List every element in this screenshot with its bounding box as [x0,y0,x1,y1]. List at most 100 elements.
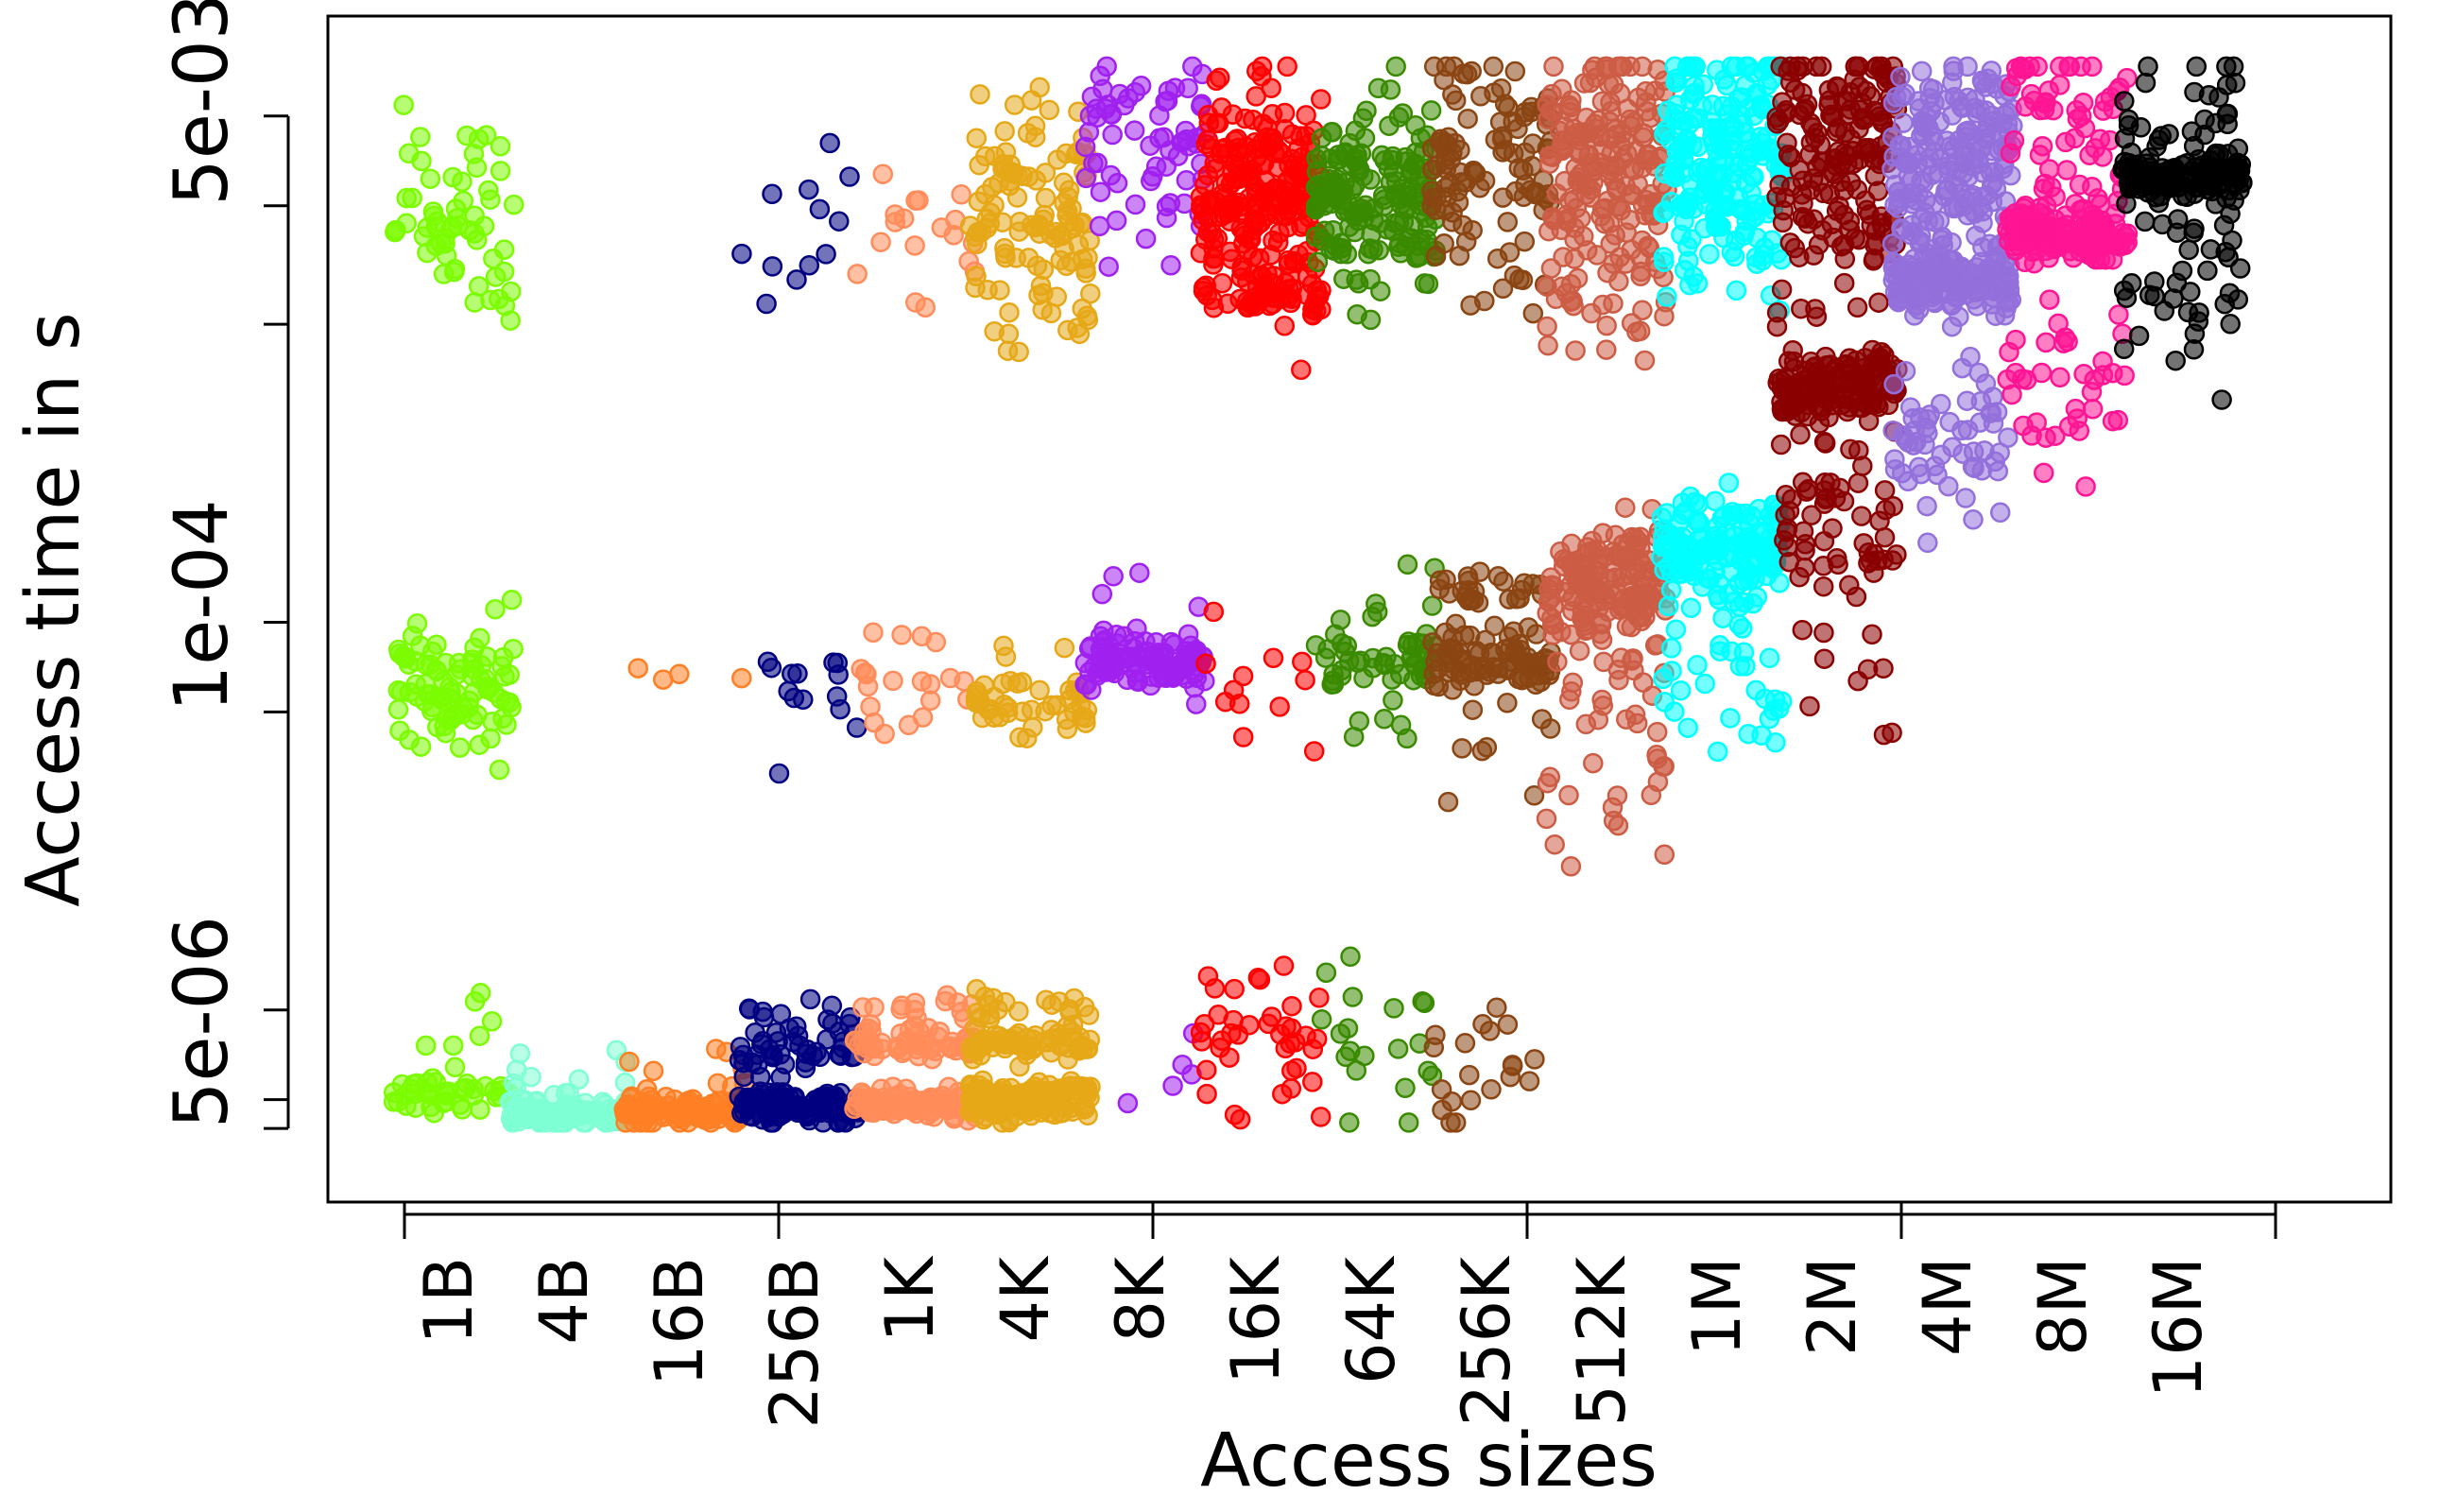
data-point [1422,187,1444,209]
data-point [1805,299,1826,319]
data-point [1636,92,1657,113]
data-point [1481,643,1502,663]
data-point [1374,709,1395,730]
data-point [416,1083,438,1104]
data-point [2117,67,2138,89]
data-point [1347,303,1367,325]
x-tick-label: 64K [1332,1255,1410,1384]
data-point [1054,637,1075,659]
data-point [643,1060,664,1082]
data-point [1559,191,1580,212]
x-tick-label: 2M [1794,1257,1871,1356]
data-point [1728,155,1749,177]
data-point [1076,1077,1098,1099]
data-point [1537,772,1558,794]
data-point [1281,995,1302,1017]
data-point [1853,533,1874,554]
data-point [1331,665,1352,686]
data-point [387,639,409,661]
data-point [672,1108,693,1130]
data-point [2184,81,2205,103]
data-point [799,988,821,1010]
data-point [425,235,447,256]
data-point [1505,589,1527,610]
data-point [929,1021,951,1042]
data-point [2208,87,2229,108]
data-point [2056,160,2077,180]
data-point [1703,131,1724,153]
x-tick-label: 8M [2024,1257,2102,1356]
data-point [1504,60,1526,82]
data-point [1729,656,1751,677]
data-point [1492,278,1514,300]
data-point [1348,273,1369,294]
data-point [1538,335,1558,356]
data-point [464,991,486,1012]
data-point [1994,305,2016,326]
data-point [2066,100,2087,121]
y-axis-title: Access time in s [11,312,96,906]
data-point [2073,364,2094,385]
data-point [1197,164,1218,186]
data-point [1847,297,1868,318]
data-point [1135,228,1157,249]
data-point [1956,122,1977,143]
data-point [1177,77,1198,99]
data-point [410,127,431,147]
data-point [1836,363,1857,385]
data-point [2151,172,2173,194]
data-point [1124,120,1145,141]
data-point [763,1046,784,1068]
data-point [887,1039,908,1060]
data-point [2075,476,2096,497]
data-point [770,1067,791,1088]
data-point [847,264,868,284]
data-point [1654,692,1675,713]
data-point [2114,91,2135,112]
data-point [593,1103,613,1124]
data-point [1331,243,1351,265]
data-point [1864,248,1884,269]
data-point [1851,397,1873,419]
data-point [525,1091,547,1112]
data-point [1262,104,1283,125]
data-point [1156,655,1177,676]
data-point [1011,672,1033,693]
data-point [1246,86,1266,107]
data-point [2059,56,2081,77]
data-point [1806,56,1827,77]
data-point [1035,187,1057,209]
data-point [1228,694,1250,714]
data-point [1558,784,1579,806]
data-point [1814,433,1836,454]
data-point [1596,56,1618,77]
data-point [1971,460,1993,481]
data-point [799,255,820,276]
x-tick-label: 512K [1563,1255,1641,1427]
data-point [1423,1037,1445,1058]
data-point [1219,1047,1240,1068]
data-point [1677,717,1698,738]
data-point [846,717,868,738]
data-point [1847,472,1869,493]
data-point [1460,1090,1482,1111]
data-point [1924,292,1946,314]
data-point [1461,60,1482,82]
data-point [1654,844,1675,866]
data-point [1340,946,1361,968]
data-point [1102,124,1123,146]
data-point [1691,157,1711,179]
y-tick-label: 5e-06 [160,916,245,1128]
data-point [1999,208,2020,229]
data-point [1915,434,1935,455]
data-point [2064,128,2086,149]
data-point [1629,320,1651,342]
data-point [482,711,503,732]
data-point [690,1099,711,1120]
data-point [1813,648,1835,669]
data-point [2128,325,2150,347]
data-point [1700,178,1721,199]
data-point [1519,1071,1540,1091]
data-point [1277,56,1297,77]
data-point [1242,294,1263,315]
